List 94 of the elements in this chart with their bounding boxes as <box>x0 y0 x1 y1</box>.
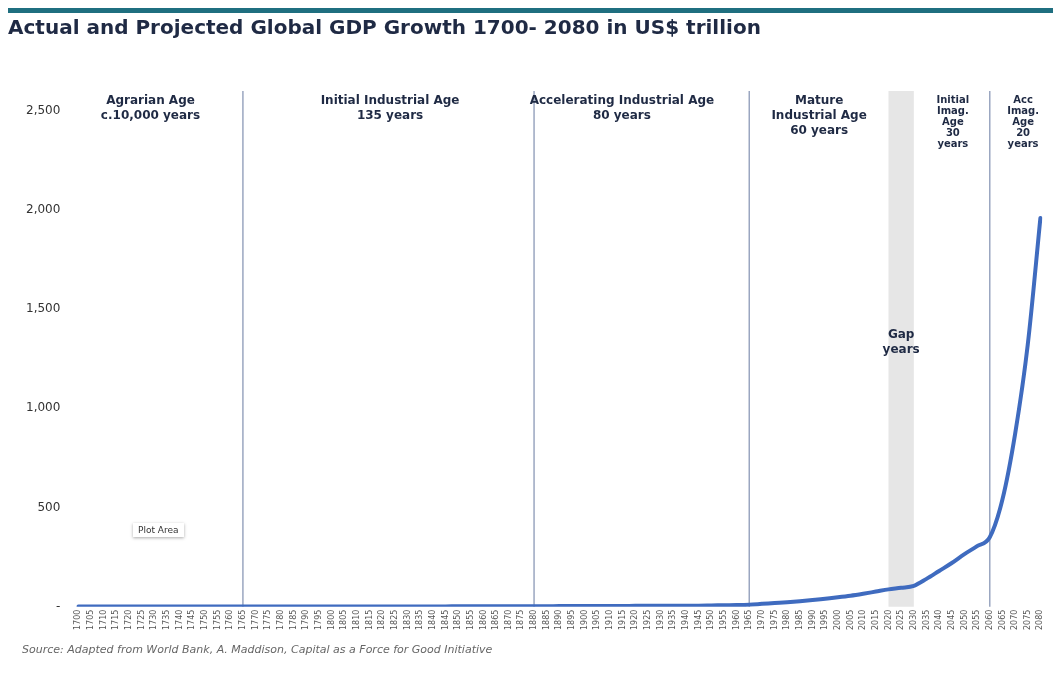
x-tick-label: 1715 <box>111 609 121 630</box>
y-tick-label: 1,500 <box>25 301 61 316</box>
x-tick-label: 1720 <box>124 609 134 630</box>
x-tick-label: 2045 <box>946 609 956 630</box>
x-tick-label: 1840 <box>427 609 437 630</box>
x-tick-label: 1880 <box>529 609 539 630</box>
x-tick-label: 2050 <box>959 609 969 630</box>
x-tick-label: 1985 <box>794 609 804 630</box>
x-tick-label: 1895 <box>567 609 577 630</box>
line-series <box>76 215 1043 607</box>
x-tick-label: 1785 <box>288 609 298 630</box>
x-tick-label: 1700 <box>73 609 83 630</box>
x-tick-label: 1915 <box>617 609 627 630</box>
annotation: Initial Imag. Age 30 years <box>936 93 970 149</box>
x-tick-label: 1830 <box>402 609 412 630</box>
x-tick-label: 1825 <box>389 609 399 630</box>
annotation: Mature Industrial Age 60 years <box>771 93 867 138</box>
annotation: Acc Imag. Age 20 years <box>1007 93 1040 149</box>
y-tick-label: 1,000 <box>25 400 61 415</box>
x-tick-label: 2060 <box>984 609 994 630</box>
x-tick-label: 2075 <box>1022 609 1032 630</box>
x-tick-label: 1860 <box>478 609 488 630</box>
x-tick-label: 1885 <box>541 609 551 630</box>
x-tick-label: 2065 <box>997 609 1007 630</box>
y-tick-label: 2,000 <box>25 202 61 217</box>
x-tick-label: 1975 <box>769 609 779 630</box>
x-tick-label: 1710 <box>98 609 108 630</box>
x-tick-label: 1905 <box>592 609 602 630</box>
annotation: Agrarian Age c.10,000 years <box>100 93 201 123</box>
x-tick-label: 1870 <box>503 609 513 630</box>
x-tick-label: 2055 <box>972 609 982 630</box>
annotation: Initial Industrial Age 135 years <box>320 93 460 123</box>
x-tick-label: 1755 <box>212 609 222 630</box>
x-tick-label: 1795 <box>313 609 323 630</box>
x-tick-label: 2010 <box>858 609 868 630</box>
x-tick-label: 1930 <box>655 609 665 630</box>
x-tick-label: 1920 <box>630 609 640 630</box>
x-tick-label: 1815 <box>364 609 374 630</box>
x-tick-label: 1765 <box>237 609 247 630</box>
x-tick-label: 1725 <box>136 609 146 630</box>
x-tick-label: 1900 <box>579 609 589 630</box>
band-label: Gap years <box>882 326 920 356</box>
x-tick-label: 1705 <box>86 609 96 630</box>
x-tick-label: 1855 <box>465 609 475 630</box>
x-tick-label: 1945 <box>693 609 703 630</box>
annotation: Accelerating Industrial Age 80 years <box>529 93 715 123</box>
x-tick-label: 1775 <box>263 609 273 630</box>
x-tick-label: 1940 <box>681 609 691 630</box>
x-tick-label: 1970 <box>756 609 766 630</box>
x-tick-label: 1935 <box>668 609 678 630</box>
x-tick-label: 1850 <box>453 609 463 630</box>
source-note: Source: Adapted from World Bank, A. Maddison, Capital as a Force for Good Initiative <box>22 643 494 656</box>
x-tick-label: 1890 <box>554 609 564 630</box>
y-tick-label: - <box>56 598 61 613</box>
x-tick-label: 2040 <box>934 609 944 630</box>
x-tick-label: 1875 <box>516 609 526 630</box>
x-tick-label: 1835 <box>415 609 425 630</box>
x-tick-label: 1760 <box>225 609 235 630</box>
x-tick-label: 1745 <box>187 609 197 630</box>
x-tick-label: 1955 <box>719 609 729 630</box>
x-tick-label: 2030 <box>908 609 918 630</box>
y-tick-label: 500 <box>37 499 61 514</box>
chart-title: Actual and Projected Global GDP Growth 1700- 2080 in US$ trillion <box>8 15 761 40</box>
x-tick-label: 1805 <box>339 609 349 630</box>
x-tick-label: 2020 <box>883 609 893 630</box>
x-tick-label: 2070 <box>1010 609 1020 630</box>
annotation: Plot Area <box>133 523 184 537</box>
y-tick-label: 2,500 <box>25 102 61 117</box>
x-tick-label: 1780 <box>275 609 285 630</box>
x-tick-label: 1790 <box>301 609 311 630</box>
x-tick-label: 1740 <box>174 609 184 630</box>
x-tick-label: 1925 <box>643 609 653 630</box>
x-tick-label: 1980 <box>782 609 792 630</box>
x-tick-label: 1800 <box>326 609 336 630</box>
x-tick-label: 1810 <box>351 609 361 630</box>
x-tick-label: 1845 <box>440 609 450 630</box>
x-tick-label: 1995 <box>820 609 830 630</box>
x-tick-label: 1910 <box>605 609 615 630</box>
x-tick-label: 2025 <box>896 609 906 630</box>
x-tick-label: 1965 <box>744 609 754 630</box>
x-tick-label: 2000 <box>832 609 842 630</box>
x-tick-label: 1990 <box>807 609 817 630</box>
x-tick-label: 1730 <box>149 609 159 630</box>
x-tick-label: 1750 <box>200 609 210 630</box>
x-tick-label: 2080 <box>1035 609 1045 630</box>
x-tick-label: 1960 <box>731 609 741 630</box>
x-tick-label: 1770 <box>250 609 260 630</box>
x-tick-label: 1735 <box>162 609 172 630</box>
x-tick-label: 1865 <box>491 609 501 630</box>
x-tick-label: 1820 <box>377 609 387 630</box>
x-tick-label: 2035 <box>921 609 931 630</box>
x-tick-label: 2015 <box>870 609 880 630</box>
x-tick-label: 2005 <box>845 609 855 630</box>
x-tick-label: 1950 <box>706 609 716 630</box>
